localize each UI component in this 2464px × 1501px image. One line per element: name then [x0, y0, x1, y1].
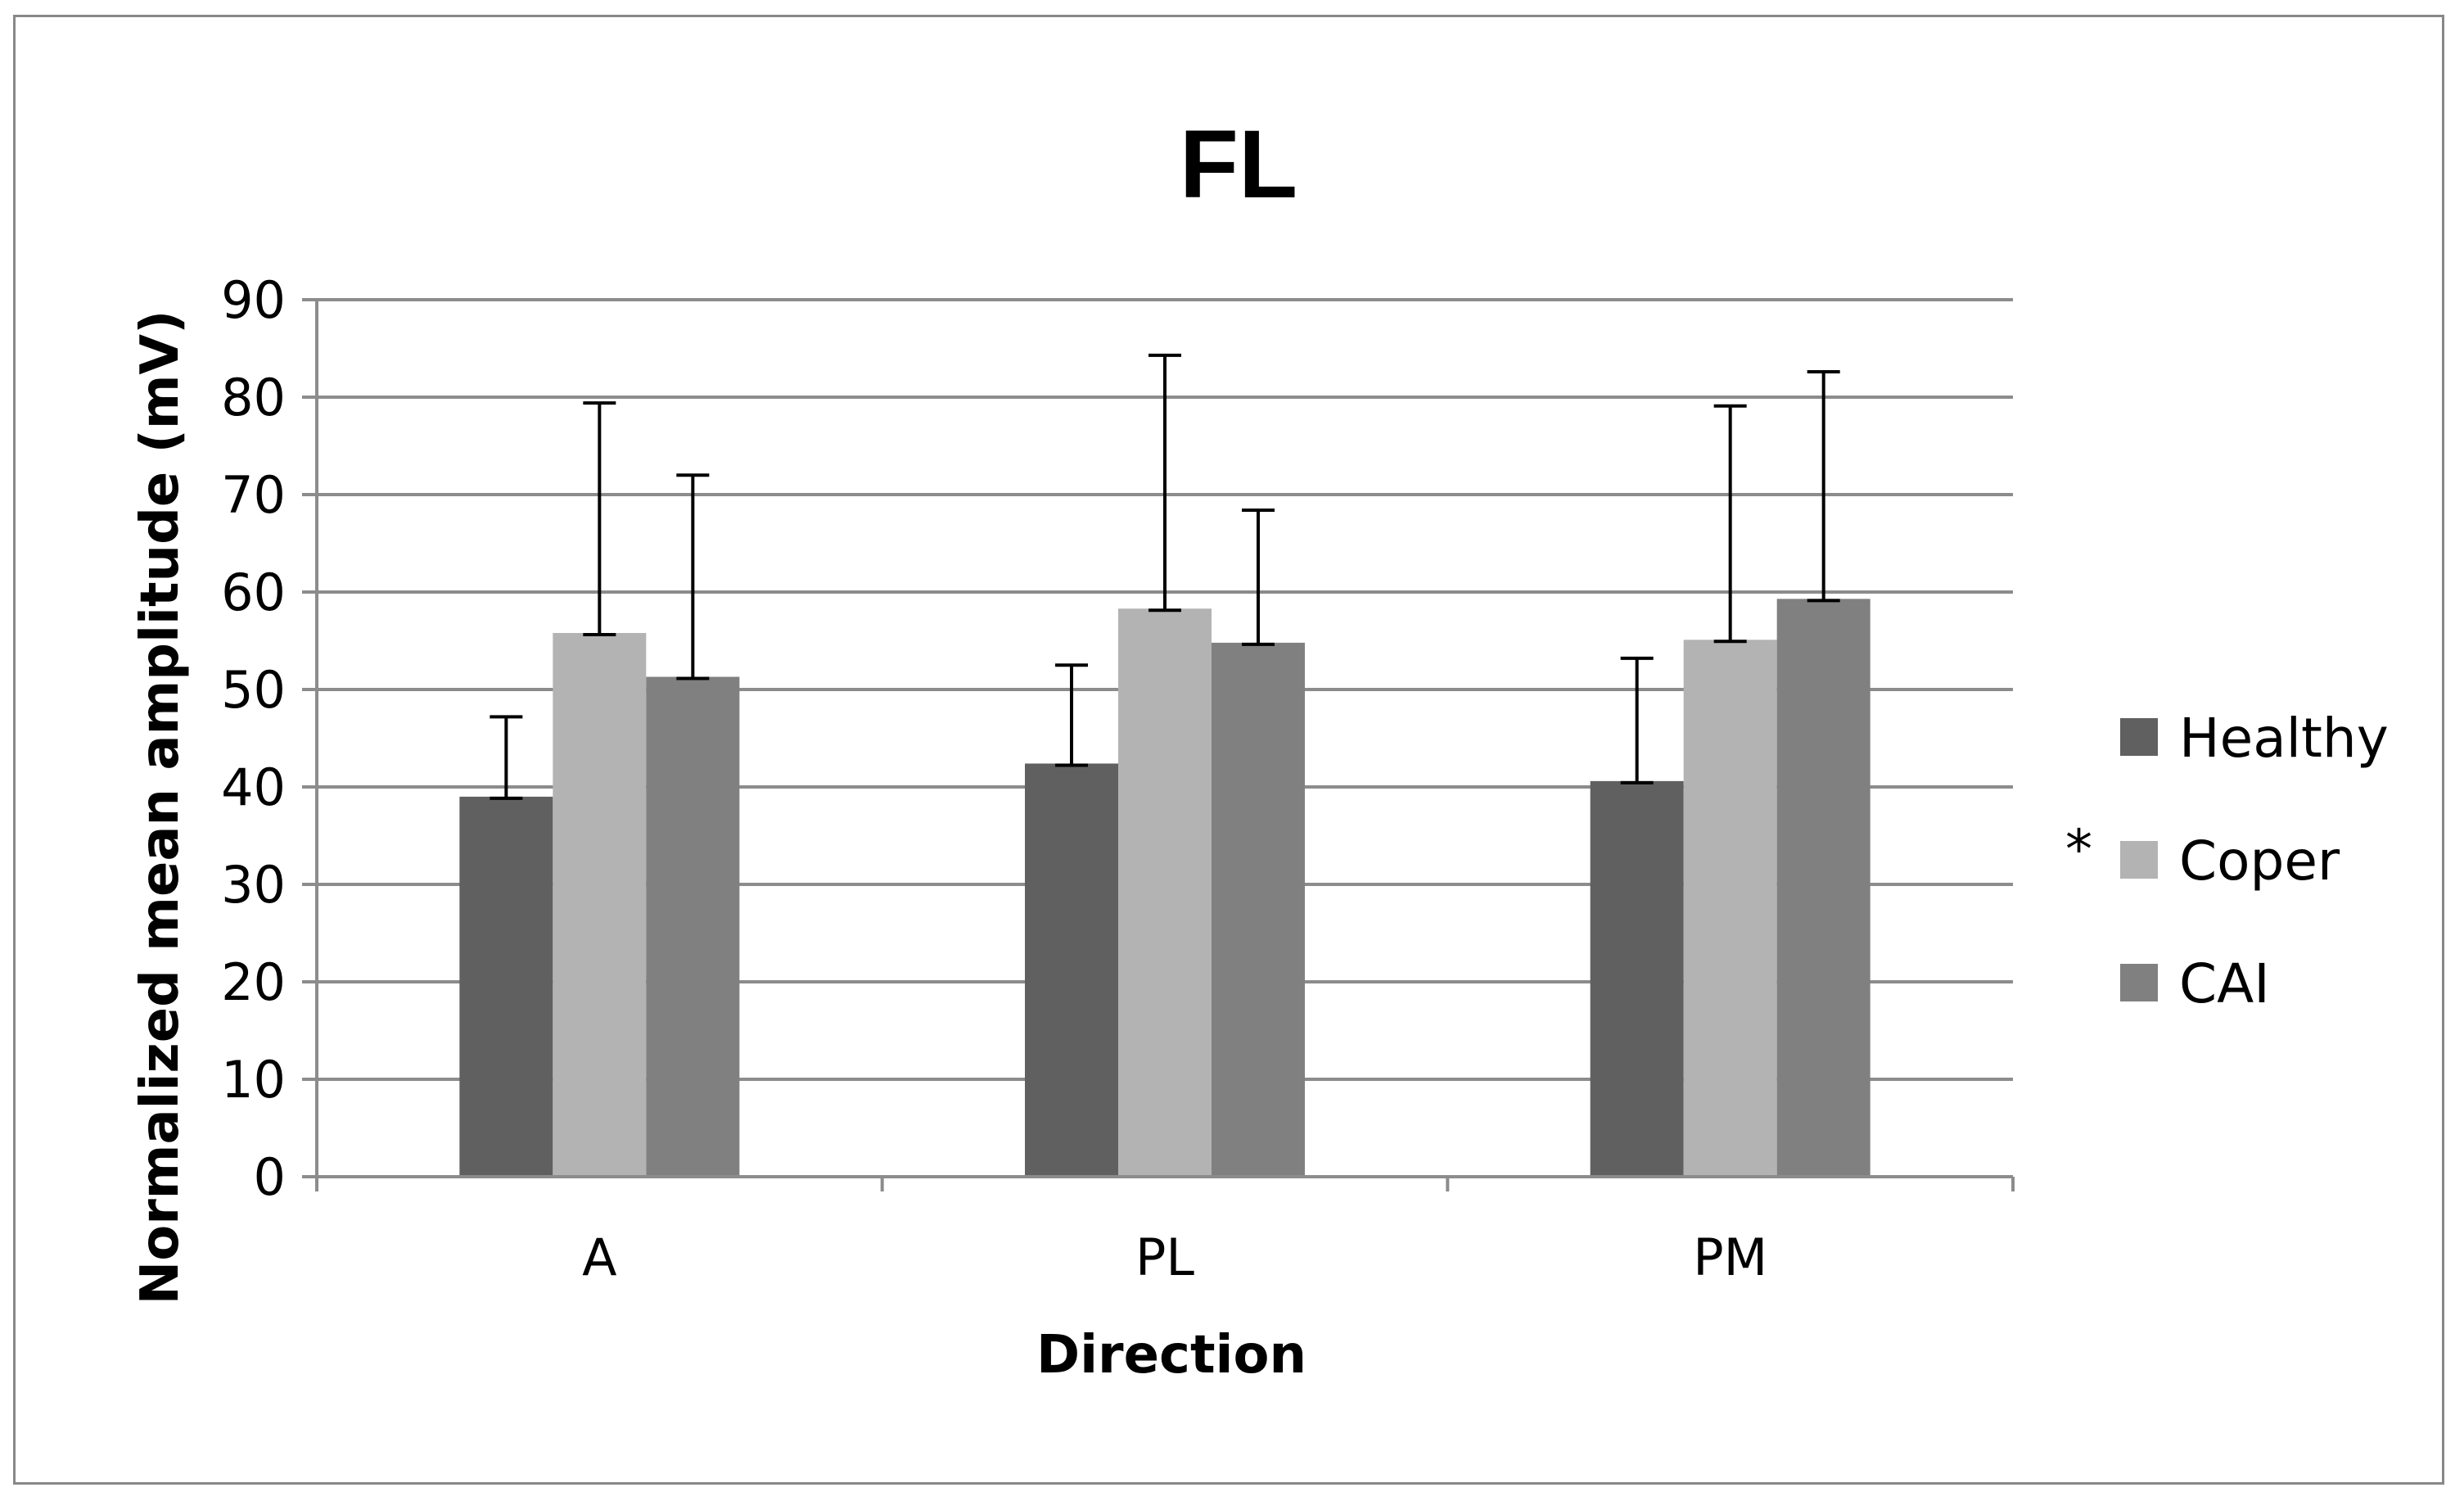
bar-cai-pl [1212, 642, 1305, 1177]
error-bars [490, 353, 1840, 800]
y-axis-label: Normalized mean amplitude (mV) [130, 310, 191, 1305]
bar-healthy-pl [1025, 763, 1118, 1177]
bar-cai-a [646, 676, 740, 1177]
bar-coper-pm [1683, 640, 1777, 1177]
legend-label-cai: CAI [2179, 952, 2270, 1015]
y-tick-label: 50 [221, 660, 286, 720]
x-tick-label: A [582, 1227, 616, 1287]
y-tick-label: 10 [221, 1050, 286, 1110]
legend-swatch-healthy [2120, 718, 2158, 756]
x-axis-label: Direction [1036, 1325, 1306, 1386]
legend-swatch-cai [2120, 964, 2158, 1001]
bar-coper-a [553, 632, 647, 1177]
y-tick-label: 70 [221, 465, 286, 525]
x-tick-label: PM [1693, 1227, 1767, 1287]
significance-asterisk: * [2065, 818, 2092, 881]
bar-healthy-pm [1590, 780, 1684, 1177]
legend-label-healthy: Healthy [2179, 707, 2389, 770]
y-tick-label: 0 [254, 1147, 286, 1207]
chart-title: FL [1180, 111, 1297, 219]
y-tick-label: 80 [221, 368, 286, 427]
chart-frame: FL 0 10 20 30 40 50 60 70 80 90 A PL PM Normalized m… [13, 15, 2444, 1485]
bar-cai-pm [1776, 599, 1871, 1177]
y-tick-label: 40 [221, 757, 286, 817]
axes: 0 10 20 30 40 50 60 70 80 90 A PL PM [221, 270, 2015, 1287]
bar-healthy-a [459, 796, 553, 1177]
y-tick-label: 30 [221, 855, 286, 915]
legend-swatch-coper [2120, 841, 2158, 879]
y-tick-label: 90 [221, 270, 286, 330]
y-tick-label: 20 [221, 952, 286, 1012]
bars [459, 599, 1871, 1177]
y-tick-label: 60 [221, 563, 286, 622]
bar-chart: FL 0 10 20 30 40 50 60 70 80 90 A PL PM Normalized m… [130, 111, 2389, 1386]
legend: Healthy Coper * CAI [2065, 707, 2389, 1015]
x-tick-label: PL [1135, 1227, 1194, 1287]
bar-coper-pl [1118, 608, 1212, 1177]
legend-label-coper: Coper [2179, 830, 2340, 893]
